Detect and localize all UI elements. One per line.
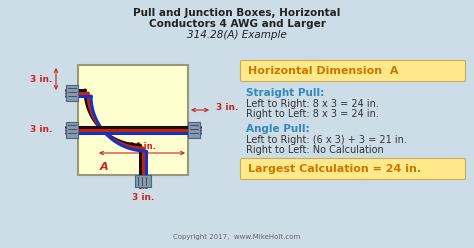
Text: Left to Right: 8 x 3 = 24 in.: Left to Right: 8 x 3 = 24 in. [246,99,379,109]
Text: Right to Left: No Calculation: Right to Left: No Calculation [246,145,384,155]
Text: 3 in.: 3 in. [132,193,154,202]
Text: Left to Right: (6 x 3) + 3 = 21 in.: Left to Right: (6 x 3) + 3 = 21 in. [246,135,407,145]
FancyBboxPatch shape [240,158,465,180]
Text: Right to Left: 8 x 3 = 24 in.: Right to Left: 8 x 3 = 24 in. [246,109,379,119]
Bar [66,85,78,101]
Text: Pull and Junction Boxes, Horizontal: Pull and Junction Boxes, Horizontal [133,8,341,18]
Bar [66,122,78,138]
Text: 3 in.: 3 in. [216,102,238,112]
Bar [135,175,151,187]
Text: 3 in.: 3 in. [29,125,52,134]
Text: Horizontal Dimension  A: Horizontal Dimension A [248,66,399,76]
Text: 314.28(A) Example: 314.28(A) Example [187,30,287,40]
Text: A: A [100,162,109,172]
FancyBboxPatch shape [240,61,465,82]
Text: Copyright 2017,  www.MikeHolt.com: Copyright 2017, www.MikeHolt.com [173,234,301,240]
Text: Straight Pull:: Straight Pull: [246,88,324,98]
Bar [78,65,188,175]
Bar [188,122,200,138]
Text: Angle Pull:: Angle Pull: [246,124,310,134]
Text: Conductors 4 AWG and Larger: Conductors 4 AWG and Larger [148,19,326,29]
Text: 3 in.: 3 in. [29,74,52,84]
Text: 24 in.: 24 in. [128,142,155,151]
Text: Largest Calculation = 24 in.: Largest Calculation = 24 in. [248,164,421,174]
